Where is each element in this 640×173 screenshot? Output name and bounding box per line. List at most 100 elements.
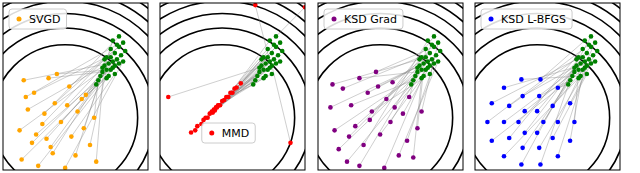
legend-label: KSD L-BFGS: [501, 13, 566, 26]
trajectory: [219, 78, 264, 105]
particle: [411, 78, 416, 83]
particle: [42, 111, 47, 116]
legend-marker: [332, 17, 337, 22]
particle: [434, 53, 439, 58]
particle: [423, 47, 428, 52]
contour: [318, 3, 463, 170]
particle: [253, 3, 258, 7]
particle: [535, 109, 540, 114]
trajectory: [217, 49, 268, 107]
particle: [522, 131, 527, 136]
particle: [205, 116, 210, 121]
contour: [318, 45, 453, 170]
particle: [367, 118, 372, 123]
particle: [516, 120, 521, 125]
trajectory: [553, 74, 587, 138]
particle: [392, 105, 397, 110]
panel: SVGD: [0, 0, 210, 173]
plot-area: [475, 3, 620, 170]
contour: [160, 3, 305, 170]
particle: [585, 51, 590, 56]
legend-label: KSD Grad: [344, 13, 397, 26]
particle: [336, 147, 341, 152]
particle: [507, 136, 512, 141]
trajectory: [20, 59, 117, 130]
legend-marker: [489, 17, 494, 22]
contour: [3, 3, 148, 170]
trajectory: [206, 66, 262, 118]
particle: [415, 70, 420, 75]
particle: [432, 61, 437, 66]
particle: [81, 126, 86, 131]
particle: [217, 103, 222, 108]
figure: SVGDMMDKSD GradKSD L-BFGS: [0, 0, 640, 173]
trajectory: [47, 51, 126, 139]
trajectory: [272, 66, 291, 143]
particle: [415, 65, 420, 70]
trajectory: [208, 43, 281, 118]
trajectory: [370, 36, 434, 120]
particle: [541, 120, 546, 125]
particle: [593, 40, 598, 45]
particle: [265, 68, 270, 73]
legend: KSD L-BFGS: [481, 9, 572, 29]
frame: [3, 3, 148, 170]
particle: [270, 63, 275, 68]
particle: [582, 59, 587, 64]
particle: [73, 153, 78, 158]
legend-box: [202, 123, 255, 143]
trajectory: [82, 78, 107, 99]
particle: [407, 95, 412, 100]
particle: [409, 82, 414, 87]
particle: [253, 78, 258, 83]
trajectory: [523, 76, 573, 148]
plot-area: [3, 3, 148, 170]
particle: [413, 74, 418, 79]
particle: [238, 81, 243, 86]
trajectory: [422, 43, 439, 112]
trajectory: [339, 76, 416, 149]
particle: [550, 136, 555, 141]
particle: [280, 49, 285, 54]
particle: [537, 94, 542, 99]
trajectory: [413, 78, 421, 157]
particle: [425, 38, 430, 43]
trajectory: [36, 66, 115, 135]
particle: [104, 76, 109, 81]
trajectory: [241, 45, 274, 84]
frame: [475, 3, 620, 170]
particle: [585, 63, 590, 68]
panel: KSD L-BFGS: [392, 0, 640, 173]
particle: [115, 57, 120, 62]
particle: [593, 59, 598, 64]
legend-box: [481, 9, 572, 29]
particle: [276, 53, 281, 58]
particle: [353, 124, 358, 129]
trajectory: [378, 61, 428, 86]
particle: [419, 68, 424, 73]
plot-area: [160, 3, 305, 170]
particle: [69, 134, 74, 139]
trajectory: [28, 66, 105, 110]
particle: [274, 61, 279, 66]
particle: [108, 55, 113, 60]
particle: [113, 72, 118, 77]
particle: [75, 109, 80, 114]
particle: [349, 103, 354, 108]
particle: [251, 82, 256, 87]
particle: [568, 101, 573, 106]
particle: [110, 59, 115, 64]
trajectory: [204, 57, 268, 120]
particle: [365, 90, 370, 95]
legend-box: [324, 9, 403, 29]
particle: [100, 65, 105, 70]
particle: [538, 77, 543, 82]
particle: [94, 82, 99, 87]
contour: [475, 28, 620, 170]
particle: [556, 85, 561, 90]
particle: [357, 76, 362, 81]
particle: [425, 59, 430, 64]
trajectory: [504, 78, 579, 156]
particle: [332, 128, 337, 133]
particle: [104, 68, 109, 73]
